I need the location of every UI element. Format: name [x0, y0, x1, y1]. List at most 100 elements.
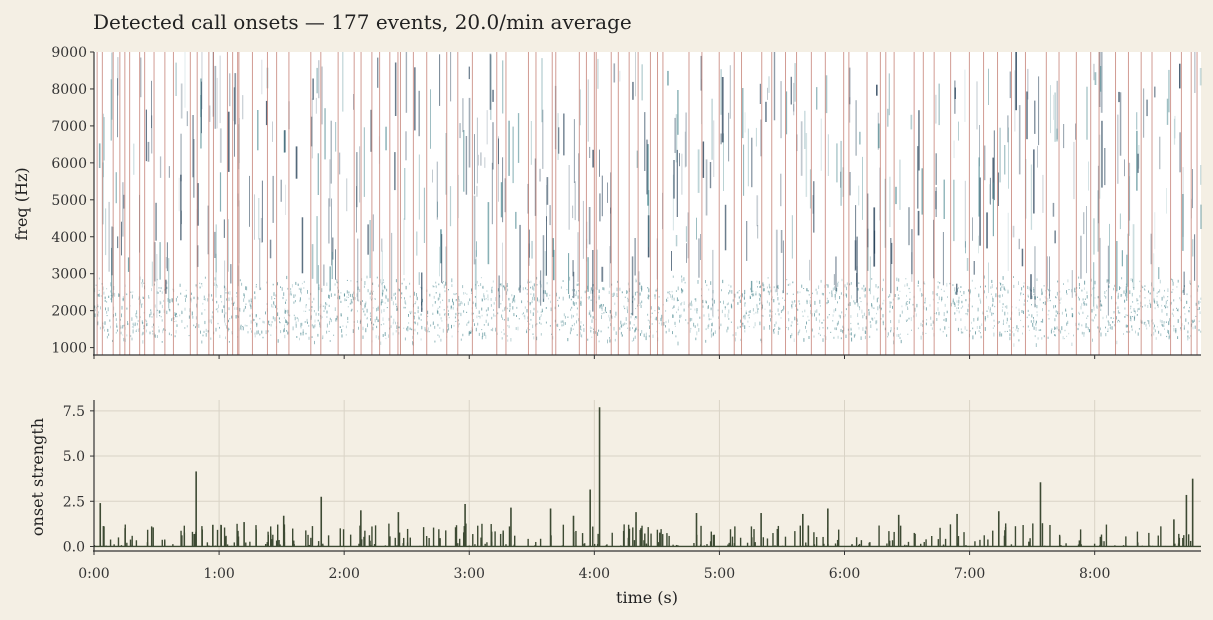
noise-speck	[1100, 308, 1102, 311]
call-streak	[582, 200, 584, 259]
noise-speck	[743, 315, 744, 318]
noise-speck	[769, 325, 770, 327]
noise-speck	[1173, 325, 1175, 328]
noise-speck	[658, 307, 660, 310]
noise-speck	[1033, 317, 1034, 319]
noise-speck	[219, 334, 221, 338]
noise-speck	[870, 324, 872, 328]
noise-speck	[450, 305, 452, 310]
noise-speck	[675, 335, 677, 338]
noise-speck	[295, 281, 297, 285]
noise-speck	[1054, 334, 1055, 336]
noise-speck	[971, 321, 972, 324]
noise-speck	[950, 302, 952, 307]
noise-speck	[627, 298, 629, 303]
noise-speck	[660, 317, 662, 322]
noise-speck	[115, 312, 117, 317]
noise-speck	[744, 330, 746, 333]
noise-speck	[809, 300, 811, 304]
noise-speck	[1020, 319, 1022, 321]
noise-speck	[1138, 328, 1140, 330]
noise-speck	[598, 329, 600, 332]
noise-speck	[269, 324, 270, 326]
noise-speck	[898, 319, 900, 324]
noise-speck	[966, 312, 968, 316]
noise-speck	[439, 327, 441, 329]
noise-speck	[98, 277, 100, 280]
noise-speck	[549, 325, 551, 327]
noise-speck	[1121, 294, 1123, 296]
noise-speck	[395, 296, 396, 300]
noise-speck	[414, 291, 415, 296]
noise-speck	[524, 306, 526, 309]
noise-speck	[509, 303, 511, 307]
noise-speck	[347, 321, 349, 323]
noise-speck	[1144, 289, 1146, 291]
noise-speck	[469, 298, 471, 302]
call-streak	[978, 157, 980, 217]
noise-speck	[225, 287, 227, 291]
noise-speck	[799, 303, 801, 305]
call-streak	[842, 167, 844, 197]
noise-speck	[394, 293, 396, 295]
noise-speck	[225, 336, 226, 340]
noise-speck	[168, 308, 170, 311]
noise-speck	[300, 292, 302, 295]
noise-speck	[396, 325, 398, 329]
noise-speck	[835, 292, 837, 294]
noise-speck	[562, 296, 564, 301]
call-streak	[215, 253, 217, 298]
noise-speck	[1145, 323, 1147, 327]
noise-speck	[414, 312, 416, 315]
noise-speck	[822, 338, 824, 342]
noise-speck	[835, 288, 837, 292]
noise-speck	[871, 304, 873, 309]
noise-speck	[512, 306, 514, 310]
noise-speck	[635, 308, 637, 310]
noise-speck	[890, 327, 892, 331]
noise-speck	[1165, 304, 1167, 308]
noise-speck	[1047, 336, 1049, 339]
noise-speck	[759, 303, 761, 305]
noise-speck	[934, 312, 936, 314]
noise-speck	[216, 308, 218, 310]
noise-speck	[476, 315, 478, 319]
noise-speck	[313, 310, 315, 313]
noise-speck	[925, 332, 927, 334]
noise-speck	[383, 323, 385, 325]
noise-speck	[1147, 305, 1149, 308]
noise-speck	[751, 294, 753, 297]
noise-speck	[689, 317, 691, 322]
noise-speck	[1169, 318, 1171, 322]
noise-speck	[132, 322, 134, 326]
noise-speck	[376, 316, 378, 320]
spectrogram-ytick-label: 5000	[51, 193, 87, 209]
noise-speck	[984, 285, 986, 288]
noise-speck	[442, 282, 443, 284]
noise-speck	[1097, 326, 1099, 329]
call-streak	[775, 229, 778, 293]
call-streak	[1018, 105, 1021, 175]
noise-speck	[305, 310, 307, 312]
noise-speck	[1129, 290, 1131, 294]
noise-speck	[710, 308, 712, 311]
noise-speck	[333, 334, 335, 336]
noise-speck	[532, 296, 533, 300]
noise-speck	[216, 284, 218, 288]
noise-speck	[161, 291, 163, 294]
call-streak	[103, 117, 105, 161]
call-streak	[115, 172, 117, 204]
call-streak	[964, 69, 966, 122]
noise-speck	[1016, 325, 1018, 329]
noise-speck	[382, 292, 384, 295]
noise-speck	[1153, 326, 1155, 330]
noise-speck	[132, 329, 134, 334]
call-streak	[140, 57, 142, 98]
noise-speck	[590, 299, 592, 301]
noise-speck	[990, 293, 992, 295]
noise-speck	[1018, 311, 1020, 316]
noise-speck	[671, 294, 673, 298]
noise-speck	[984, 327, 986, 331]
noise-speck	[437, 297, 439, 301]
noise-speck	[915, 313, 917, 317]
